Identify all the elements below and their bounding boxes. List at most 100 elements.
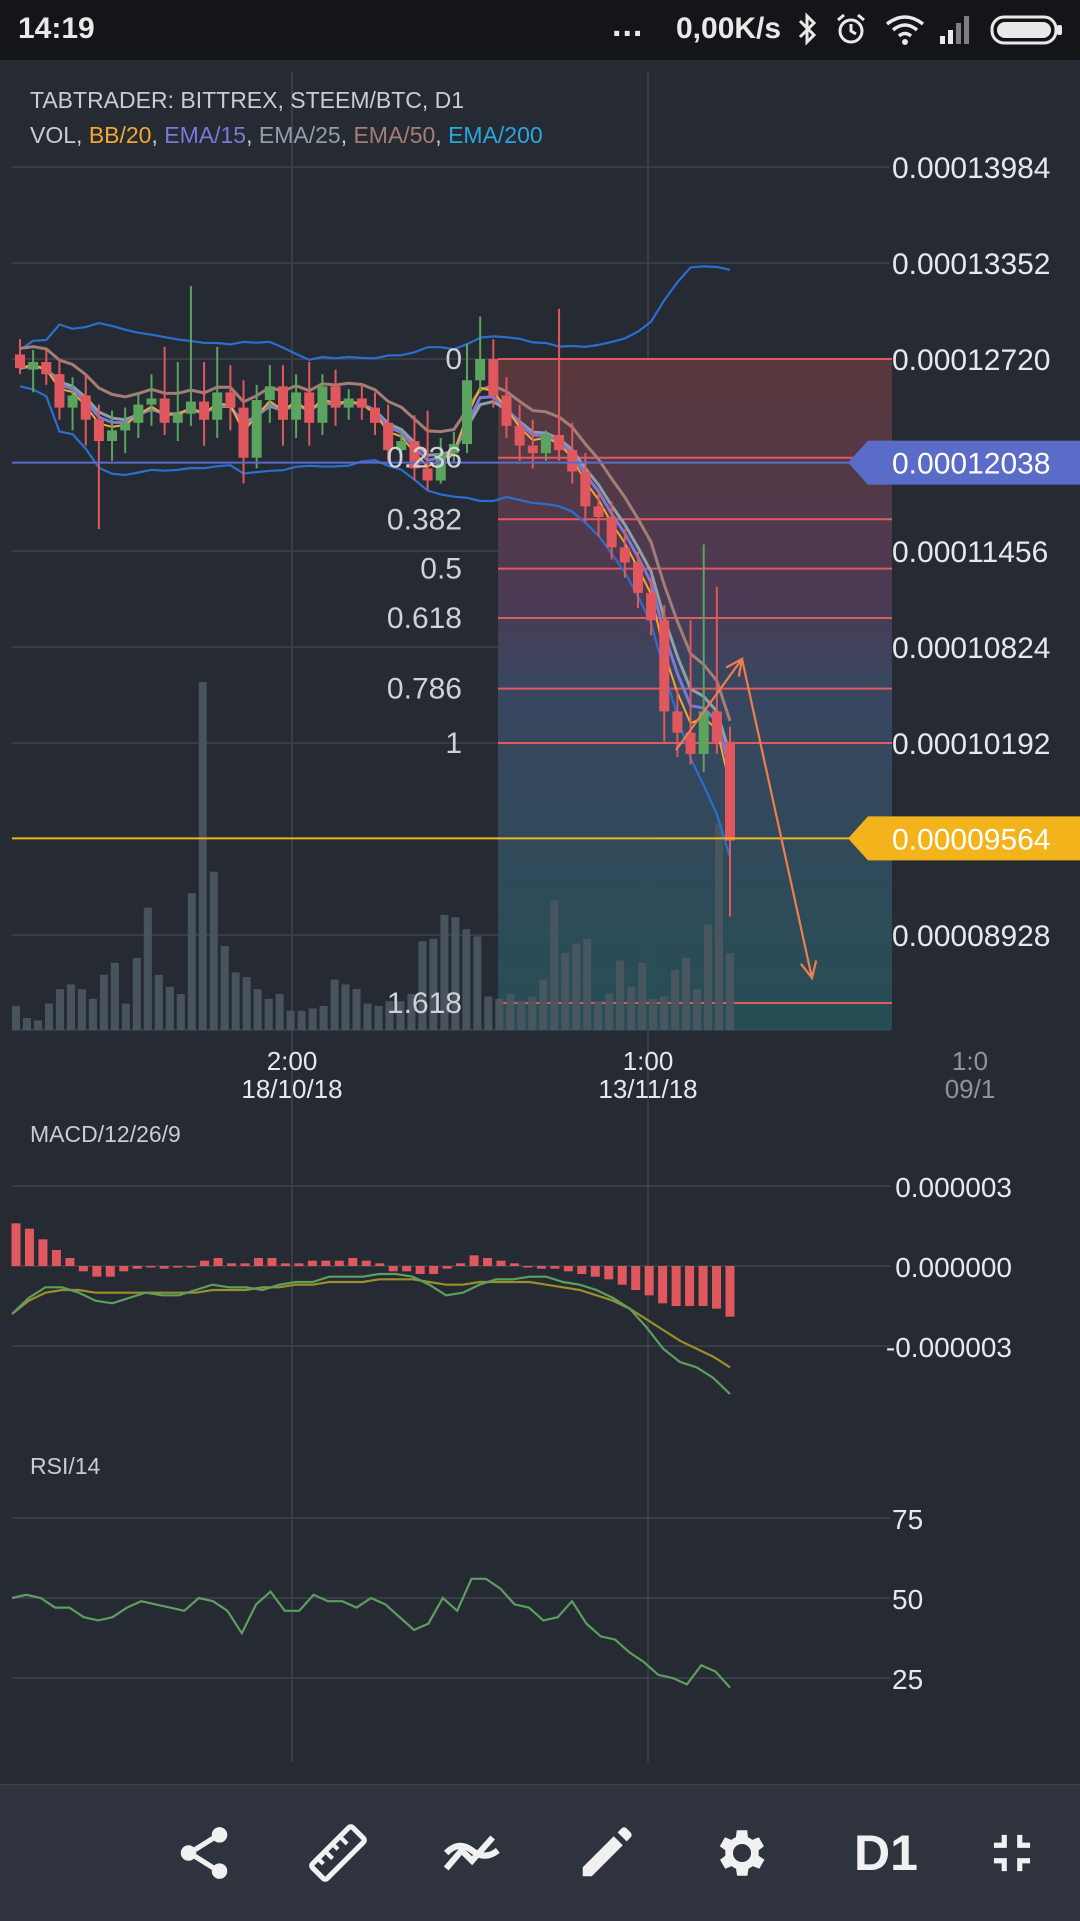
volume-bar [726,953,734,1030]
share-icon [180,1827,228,1879]
volume-bar [649,998,658,1030]
settings-button[interactable] [704,1815,780,1891]
macd-histogram-bar [563,1266,573,1272]
volume-bar [143,907,152,1030]
chart-title: TABTRADER: BITTREX, STEEM/BTC, D1 [30,87,464,113]
alarm-icon [834,12,868,51]
macd-histogram-bar [240,1263,250,1266]
candle-body [317,386,328,423]
battery-icon [990,14,1064,51]
volume-bar [209,871,218,1030]
macd-histogram-bar [294,1263,304,1266]
timeframe-button[interactable]: D1 [854,1825,918,1881]
volume-bar [319,1006,328,1030]
fib-level-label: 0.5 [420,553,462,586]
volume-bar [693,989,702,1030]
more-notifications: ... [612,6,644,44]
price-axis-label: 0.00008928 [892,920,1051,953]
rsi-axis-label: 50 [892,1584,923,1615]
macd-histogram-bar [200,1260,210,1266]
candle-body [199,401,210,420]
volume-bar [275,994,284,1030]
chart-canvas[interactable]: 0 0.236 0.382 0.5 0.618 0.786 1 1.618 0.0001398… [0,60,1080,1784]
candle-body [343,398,354,408]
share-button[interactable] [166,1815,242,1891]
volume-bar [550,900,559,1030]
candle-body [514,425,525,446]
macd-histogram-bar [429,1266,439,1274]
macd-histogram-bar [604,1266,614,1280]
volume-bar [528,996,537,1030]
candle-body [291,392,302,420]
candle-body [567,450,578,472]
price-axis-label: 0.00012038 [892,448,1051,481]
indicator-bb[interactable]: BB/20 [89,122,152,148]
rsi-title: RSI/14 [30,1453,101,1479]
macd-histogram-bar [456,1263,466,1266]
macd-histogram-bar [146,1266,156,1268]
volume-bar [473,936,482,1030]
date-axis-label: 13/11/18 [598,1074,697,1104]
macd-histogram-bar [24,1228,34,1266]
volume-bar [352,989,361,1030]
pencil-icon [582,1827,632,1877]
macd-histogram-bar [388,1266,398,1272]
macd-histogram-bar [698,1266,708,1306]
price-marker-badge [848,440,1080,485]
candle-body [225,392,236,408]
macd-histogram-bar [361,1260,371,1266]
macd-histogram-bar [725,1266,735,1317]
candle-body [711,711,722,742]
volume-bar [198,682,207,1030]
indicator-ema25[interactable]: EMA/25 [259,122,341,148]
indicator-ema200[interactable]: EMA/200 [448,122,543,148]
fullscreen-exit-button[interactable] [974,1815,1050,1891]
volume-bar [66,984,75,1030]
macd-histogram-bar [402,1266,412,1272]
volume-bar [33,1020,42,1030]
price-axis-label: 0.00011456 [892,536,1048,569]
price-axis-label: 0.00010824 [892,632,1051,665]
indicator-ema15[interactable]: EMA/15 [164,122,246,148]
candle-body [659,620,670,712]
candle-body [120,422,131,431]
indicator-vol[interactable]: VOL [30,122,76,148]
volume-bar [88,998,97,1030]
macd-histogram-bar [496,1260,506,1266]
candle-body [370,407,380,423]
candle-body [488,359,499,396]
macd-histogram-bar [469,1255,479,1266]
candle-body [698,711,709,754]
volume-bar [627,986,636,1030]
volume-bar [110,962,119,1030]
signal-icon [938,12,974,51]
indicator-legend: VOL, BB/20, EMA/15, EMA/25, EMA/50, EMA/… [30,122,543,148]
volume-bar [506,994,515,1030]
macd-histogram-bar [78,1266,88,1272]
drawn-arrow-line [740,658,814,979]
macd-histogram-bar [523,1266,533,1268]
macd-histogram-bar [11,1223,21,1266]
candle-body [80,395,91,420]
indicator-ema50[interactable]: EMA/50 [353,122,435,148]
ruler-button[interactable] [300,1815,376,1891]
macd-histogram-bar [442,1266,452,1269]
candle-body [146,398,157,405]
candle-body [251,400,262,458]
ruler-icon [309,1824,367,1882]
macd-title: MACD/12/26/9 [30,1121,181,1147]
volume-bar [242,977,251,1030]
date-axis-label: 09/1 [945,1074,996,1104]
volume-bar [176,994,185,1030]
macd-histogram-bar [38,1239,48,1266]
volume-bar [297,1010,306,1030]
candle-body [501,395,512,426]
candle-body [185,401,196,414]
indicators-button[interactable] [434,1815,510,1891]
candle-body [435,453,446,481]
volume-bar [12,1006,20,1030]
volume-bar [132,958,141,1030]
macd-histogram-bar [509,1263,519,1266]
draw-button[interactable] [568,1815,644,1891]
fib-level-label: 0.786 [387,673,462,706]
